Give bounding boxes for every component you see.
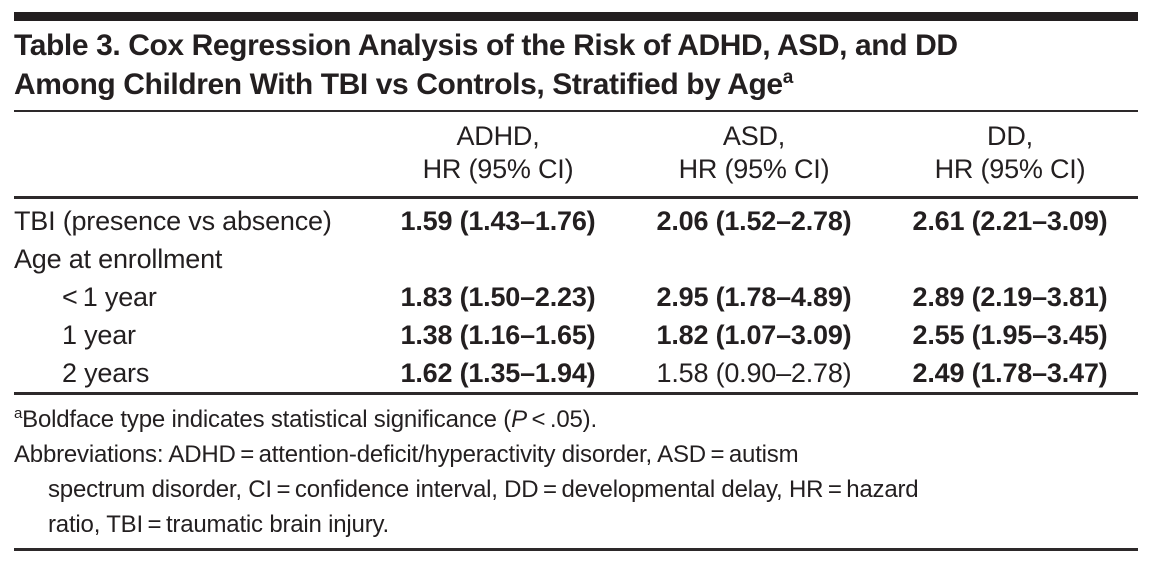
table-title: Table 3. Cox Regression Analysis of the …: [14, 26, 1138, 104]
figure-bottom-rule: [14, 548, 1138, 551]
column-header-asd: ASD, HR (95% CI): [626, 120, 882, 186]
hr-value-under1-dd: 2.89 (2.19–3.81): [912, 282, 1108, 312]
hr-value-2years-adhd: 1.62 (1.35–1.94): [400, 358, 596, 388]
column-header-adhd: ADHD, HR (95% CI): [370, 120, 626, 186]
hr-value-1year-dd: 2.55 (1.95–3.45): [912, 320, 1108, 350]
table-body: TBI (presence vs absence) 1.59 (1.43–1.7…: [14, 199, 1138, 392]
column-header-adhd-line2: HR (95% CI): [422, 154, 574, 184]
column-header-dd-line2: HR (95% CI): [934, 154, 1086, 184]
hr-value-under1-asd: 2.95 (1.78–4.89): [656, 282, 852, 312]
table-row-tbi: TBI (presence vs absence) 1.59 (1.43–1.7…: [14, 202, 1138, 240]
table-row-under-1-year: < 1 year 1.83 (1.50–2.23) 2.95 (1.78–4.8…: [14, 278, 1138, 316]
row-label-1-year: 1 year: [62, 320, 136, 350]
top-divider-bar: [14, 12, 1138, 21]
hr-value-tbi-asd: 2.06 (1.52–2.78): [656, 206, 852, 236]
column-header-adhd-line1: ADHD,: [456, 121, 540, 151]
hr-value-tbi-adhd: 1.59 (1.43–1.76): [400, 206, 596, 236]
hr-value-tbi-dd: 2.61 (2.21–3.09): [912, 206, 1108, 236]
hr-value-2years-dd: 2.49 (1.78–3.47): [912, 358, 1108, 388]
footnotes: aBoldface type indicates statistical sig…: [14, 402, 1138, 542]
title-line-1: Table 3. Cox Regression Analysis of the …: [14, 29, 958, 62]
hr-value-2years-asd: 1.58 (0.90–2.78): [656, 358, 852, 388]
hr-value-1year-asd: 1.82 (1.07–3.09): [656, 320, 852, 350]
footnote-p-symbol: P: [511, 406, 527, 433]
hr-value-under1-adhd: 1.83 (1.50–2.23): [400, 282, 596, 312]
title-line-2: Among Children With TBI vs Controls, Str…: [14, 68, 783, 101]
footnote-abbreviations-line-1: Abbreviations: ADHD = attention-deficit/…: [14, 441, 799, 468]
footnote-significance: aBoldface type indicates statistical sig…: [14, 402, 1138, 437]
table-row-2-years: 2 years 1.62 (1.35–1.94) 1.58 (0.90–2.78…: [14, 354, 1138, 392]
title-footnote-marker: a: [782, 67, 794, 88]
footnote-significance-prefix: Boldface type indicates statistical sign…: [22, 406, 512, 433]
hr-value-1year-adhd: 1.38 (1.16–1.65): [400, 320, 596, 350]
table-row-1-year: 1 year 1.38 (1.16–1.65) 1.82 (1.07–3.09)…: [14, 316, 1138, 354]
table-bottom-rule: [14, 392, 1138, 395]
title-rule: [14, 110, 1138, 112]
row-label-tbi: TBI (presence vs absence): [14, 206, 332, 236]
table-header-row: ADHD, HR (95% CI) ASD, HR (95% CI) DD, HR (…: [14, 112, 1138, 196]
header-rule: [14, 196, 1138, 199]
footnote-abbreviations-line-2: spectrum disorder, CI = confidence inter…: [48, 476, 919, 503]
row-label-2-years: 2 years: [62, 358, 150, 388]
row-label-under-1-year: < 1 year: [62, 282, 157, 312]
footnote-abbreviations-line-3: ratio, TBI = traumatic brain injury.: [48, 511, 389, 538]
row-label-age-at-enrollment: Age at enrollment: [14, 244, 223, 274]
column-header-asd-line1: ASD,: [722, 121, 786, 151]
column-header-dd: DD, HR (95% CI): [882, 120, 1138, 186]
column-header-asd-line2: HR (95% CI): [678, 154, 830, 184]
column-header-dd-line1: DD,: [987, 121, 1033, 151]
footnote-significance-suffix: < .05).: [526, 406, 597, 433]
footnote-marker: a: [14, 405, 23, 422]
table-row-age-group-header: Age at enrollment: [14, 240, 1138, 278]
